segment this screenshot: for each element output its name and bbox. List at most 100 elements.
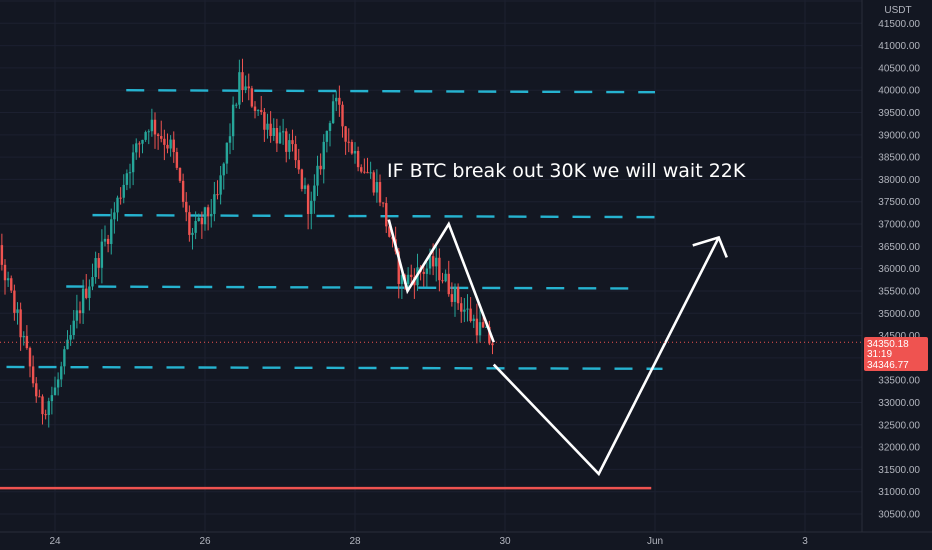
candle-body xyxy=(38,396,41,398)
candle-body xyxy=(375,182,379,193)
candle-body xyxy=(422,271,425,274)
candle-body xyxy=(56,379,60,388)
candle-body xyxy=(472,318,475,322)
level-line[interactable] xyxy=(0,365,663,370)
candle-body xyxy=(66,339,69,350)
candle-body xyxy=(78,310,82,314)
candle-body xyxy=(435,257,438,267)
candle-body xyxy=(250,88,254,107)
candle-body xyxy=(478,322,482,336)
candle-body xyxy=(25,336,29,349)
candle-body xyxy=(316,165,319,186)
candle-body xyxy=(169,139,172,149)
candle-body xyxy=(128,172,132,174)
candle-body xyxy=(110,219,113,244)
candle-body xyxy=(160,136,163,139)
candle-body xyxy=(219,175,222,195)
candle-body xyxy=(313,185,316,201)
candle-body xyxy=(294,144,297,161)
candle-body xyxy=(278,132,282,144)
candle-body xyxy=(241,72,244,91)
y-tick-label: 37000.00 xyxy=(878,220,920,231)
candle-body xyxy=(200,217,204,225)
candle-body xyxy=(50,395,54,402)
candle-body xyxy=(372,172,375,193)
price-badge-low: 34346.77 xyxy=(867,360,909,371)
candle-body xyxy=(60,366,63,380)
candle-body xyxy=(306,185,310,214)
candle-body xyxy=(97,258,100,268)
candle-body xyxy=(322,141,325,170)
candle-body xyxy=(291,140,294,145)
annotation-text: IF BTC break out 30K we will wait 22K xyxy=(387,160,746,182)
level-line[interactable] xyxy=(126,89,656,94)
candle-body xyxy=(228,136,232,143)
time-axis[interactable]: 24 26 28 30 Jun 3 xyxy=(49,536,808,547)
candle-body xyxy=(319,165,322,170)
candle-body xyxy=(269,123,272,136)
candle-body xyxy=(138,143,141,145)
x-tick-label: 26 xyxy=(199,536,211,547)
candle-body xyxy=(363,171,366,173)
candle-body xyxy=(360,167,363,172)
candle-body xyxy=(22,336,25,338)
candle-body xyxy=(450,294,454,302)
candle-body xyxy=(275,127,279,144)
candle-body xyxy=(206,207,210,217)
price-levels xyxy=(0,89,663,490)
candle-body xyxy=(456,286,460,304)
candle-body xyxy=(28,348,32,367)
candle-body xyxy=(378,182,382,203)
candle-body xyxy=(353,150,357,154)
candle-body xyxy=(466,308,469,310)
candle-body xyxy=(135,143,138,153)
candle-body xyxy=(191,232,194,235)
price-badge-price: 34350.18 xyxy=(867,339,909,350)
candle-body xyxy=(469,308,472,322)
candle-body xyxy=(72,320,75,335)
candle-body xyxy=(94,258,97,278)
x-tick-label: 30 xyxy=(499,536,511,547)
candle-body xyxy=(194,221,197,233)
candle-body xyxy=(244,86,247,91)
y-tick-label: 32500.00 xyxy=(878,420,920,431)
projection-path[interactable] xyxy=(492,236,720,477)
candle-body xyxy=(63,349,66,367)
price-axis[interactable]: 41500.00 41000.00 40500.00 40000.00 39500.00… xyxy=(878,19,920,521)
y-tick-label: 36000.00 xyxy=(878,264,920,275)
candle-body xyxy=(438,257,441,281)
candle-body xyxy=(247,86,250,89)
candle-body xyxy=(235,104,238,106)
candle-body xyxy=(281,131,285,133)
y-tick-label: 31000.00 xyxy=(878,487,920,498)
candle-body xyxy=(225,142,229,164)
candle-body xyxy=(116,197,119,213)
candle-body xyxy=(425,268,429,274)
flag-pattern[interactable] xyxy=(387,219,495,343)
y-tick-label: 35000.00 xyxy=(878,309,920,320)
candle-body xyxy=(297,160,300,170)
candles xyxy=(0,58,494,428)
candle-body xyxy=(325,130,329,142)
candle-body xyxy=(331,101,335,124)
y-tick-label: 40500.00 xyxy=(878,63,920,74)
candle-body xyxy=(172,139,175,153)
candle-body xyxy=(41,396,44,415)
candle-body xyxy=(310,200,313,214)
candle-body xyxy=(47,401,50,415)
candle-body xyxy=(75,310,79,321)
candle-body xyxy=(338,97,341,105)
candle-body xyxy=(213,194,216,214)
candle-body xyxy=(103,238,107,242)
candle-body xyxy=(131,152,135,173)
y-tick-label: 40000.00 xyxy=(878,86,920,97)
currency-label: USDT xyxy=(884,5,911,16)
candle-body xyxy=(231,104,235,137)
y-tick-label: 37500.00 xyxy=(878,197,920,208)
candle-body xyxy=(428,256,432,269)
candle-body xyxy=(113,212,116,220)
candle-body xyxy=(3,264,7,281)
candle-body xyxy=(222,163,225,176)
